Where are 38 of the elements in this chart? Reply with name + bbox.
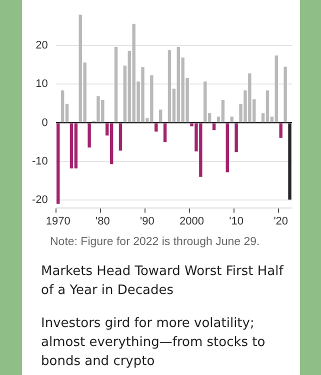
bar: [70, 123, 74, 168]
bar: [204, 81, 207, 122]
bar: [78, 14, 82, 122]
bar: [60, 90, 64, 122]
bar: [163, 123, 167, 142]
x-tick-label: 2000: [180, 215, 204, 228]
bar: [279, 123, 282, 138]
y-tick-label: -20: [32, 194, 48, 206]
bar: [266, 90, 270, 122]
y-tick-label: -10: [32, 155, 48, 168]
bar: [226, 123, 230, 172]
y-tick-label: 20: [36, 40, 48, 52]
bar: [74, 123, 78, 168]
bar: [56, 123, 60, 204]
bar: [88, 123, 91, 148]
y-tick-label: 0: [42, 116, 48, 129]
y-tick-label: 10: [36, 78, 48, 90]
bar: [158, 110, 162, 122]
bar: [110, 123, 114, 164]
bar: [221, 100, 225, 122]
bar: [176, 47, 180, 122]
bar: [230, 116, 234, 122]
bar: [118, 123, 122, 151]
bar: [284, 66, 287, 122]
bar: [212, 123, 216, 130]
x-tick-label: '90: [140, 215, 154, 228]
bar: [154, 123, 158, 132]
bar: [274, 56, 278, 122]
bar: [114, 47, 118, 122]
text: Investors gird for more volatility; almost everything—from stocks to bonds and crypto: [41, 315, 266, 371]
text: Markets Head Toward Worst First Half of a Year in Decades: [41, 263, 285, 300]
x-tick-label: '80: [96, 215, 110, 228]
text: Note: Figure for 2022 is through June 29.: [50, 236, 261, 248]
bar: [234, 123, 238, 152]
x-tick-label: 1970: [46, 215, 70, 228]
x-tick-label: '20: [274, 215, 288, 228]
x-tick-label: '10: [229, 215, 244, 228]
bar: [168, 50, 172, 122]
